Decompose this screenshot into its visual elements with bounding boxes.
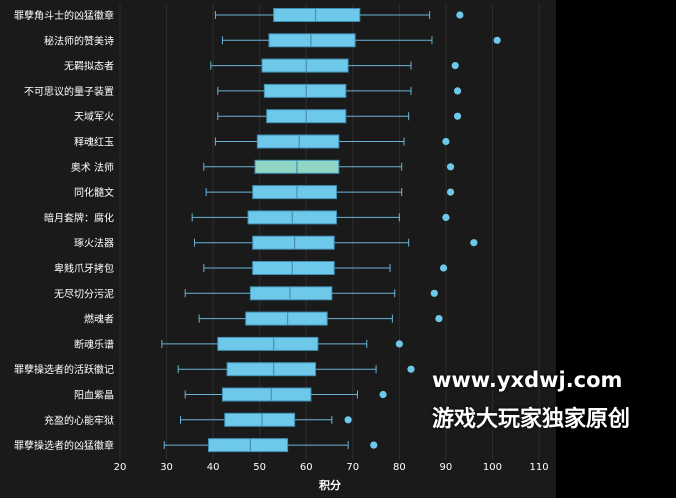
x-axis-label: 积分 <box>319 478 341 492</box>
outlier-point <box>379 390 387 399</box>
iqr-box <box>256 134 340 149</box>
outlier-point <box>435 315 443 323</box>
y-category-label: 秘法师的赞美诗 <box>44 34 114 47</box>
y-category-label: 同化髓文 <box>74 186 114 199</box>
iqr-box <box>245 311 328 326</box>
iqr-box <box>261 58 349 73</box>
iqr-box <box>221 387 312 402</box>
x-axis-ticks: 20 30 40 50 60 70 80 90 100 110 <box>114 462 549 473</box>
iqr-box <box>226 362 317 377</box>
right-dark-panel <box>556 0 676 498</box>
iqr-box <box>224 412 296 427</box>
x-tick-label: 80 <box>393 462 406 473</box>
x-tick-label: 70 <box>346 462 359 473</box>
y-category-label: 断魂乐谱 <box>74 338 114 351</box>
outlier-point <box>470 239 478 247</box>
y-category-label: 罪孽操选者的活跃徽记 <box>14 363 114 376</box>
outlier-point <box>395 340 403 348</box>
iqr-box <box>252 261 335 275</box>
y-category-label: 不可思议的量子装置 <box>24 85 114 98</box>
y-category-label: 无尽切分污泥 <box>54 287 114 300</box>
y-category-label: 琢火法器 <box>74 237 114 250</box>
watermark-caption: 游戏大玩家独家原创 <box>432 407 631 432</box>
y-category-label: 充盈的心能牢狱 <box>44 414 114 427</box>
x-tick-label: 40 <box>207 462 220 473</box>
outlier-point <box>344 416 352 424</box>
boxplot-chart: 罪孽角斗士的凶猛徽章秘法师的赞美诗无羁拟态者不可思议的量子装置天域军火释魂红玉奥… <box>14 4 549 492</box>
x-tick-label: 90 <box>440 462 453 473</box>
x-tick-label: 30 <box>160 462 173 473</box>
iqr-box <box>249 286 333 301</box>
y-category-label: 暗月套牌：腐化 <box>44 211 114 224</box>
outlier-point <box>456 11 464 19</box>
box-series <box>161 8 501 453</box>
y-axis-labels: 罪孽角斗士的凶猛徽章秘法师的赞美诗无羁拟态者不可思议的量子装置天域军火释魂红玉奥… <box>14 9 114 452</box>
outlier-point <box>446 188 455 196</box>
outlier-point <box>446 163 455 171</box>
iqr-box <box>268 33 356 48</box>
outlier-point <box>453 112 462 120</box>
y-category-label: 释魂红玉 <box>74 136 114 149</box>
outlier-point <box>407 365 415 373</box>
iqr-box <box>263 83 347 98</box>
x-tick-label: 60 <box>300 462 313 473</box>
iqr-box <box>273 8 361 22</box>
y-category-label: 无羁拟态者 <box>64 60 114 73</box>
gridlines <box>119 4 540 460</box>
outlier-point <box>430 289 438 297</box>
y-category-label: 燃魂者 <box>84 313 114 326</box>
x-tick-label: 50 <box>253 462 266 473</box>
outlier-point <box>451 62 459 70</box>
outlier-point <box>493 36 501 44</box>
watermark-url: www.yxdwj.com <box>432 368 623 392</box>
iqr-box <box>252 185 337 200</box>
y-category-label: 卑贱爪牙拷包 <box>54 262 114 275</box>
x-tick-label: 100 <box>483 462 502 473</box>
x-tick-label: 20 <box>114 462 127 473</box>
outlier-point <box>442 213 450 221</box>
x-tick-label: 110 <box>529 462 548 473</box>
outlier-point <box>439 264 448 272</box>
iqr-box <box>217 336 319 351</box>
y-category-label: 阳血紫晶 <box>74 389 114 402</box>
iqr-box <box>252 235 335 250</box>
outlier-point <box>442 137 450 146</box>
outlier-point <box>370 441 378 449</box>
iqr-box <box>207 438 289 453</box>
y-category-label: 天域军火 <box>74 110 114 123</box>
y-category-label: 罪孽操选者的凶猛徽章 <box>14 439 114 452</box>
y-category-label: 奥术 法师 <box>71 161 114 174</box>
y-category-label: 罪孽角斗士的凶猛徽章 <box>14 9 114 22</box>
outlier-point <box>453 87 462 95</box>
